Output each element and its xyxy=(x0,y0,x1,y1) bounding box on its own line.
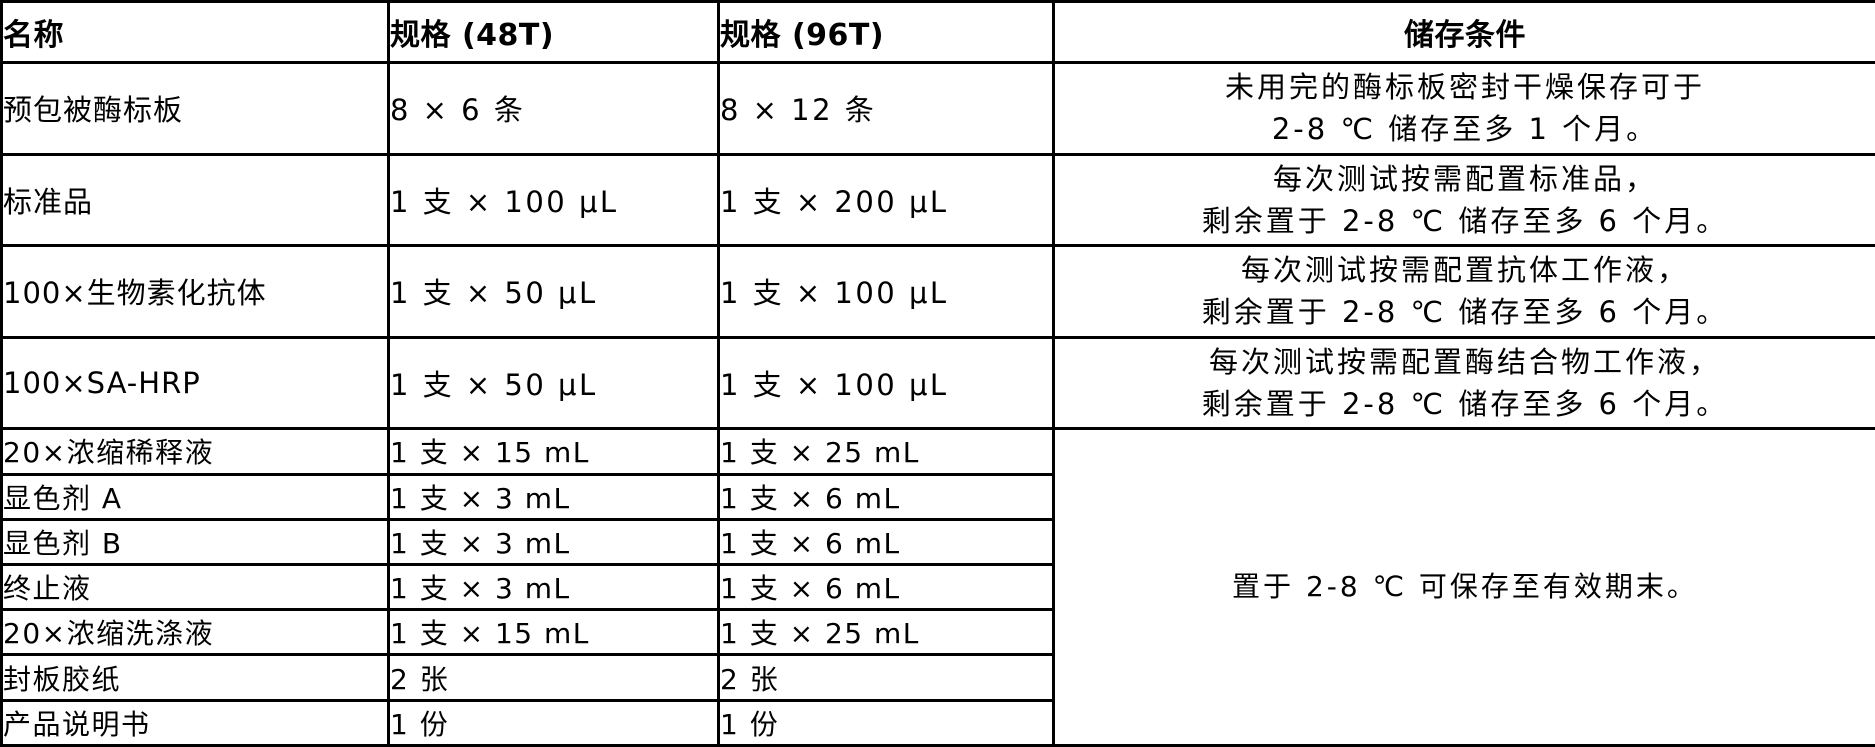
cell-component-name: 标准品 xyxy=(0,152,390,248)
cell-storage-condition-merged: 置于 2-8 ℃ 可保存至有效期末。 xyxy=(1052,427,1875,747)
table-row: 预包被酶标板 8 × 6 条 8 × 12 条 未用完的酶标板密封干燥保存可于 … xyxy=(0,61,1875,156)
cell-component-name: 显色剂 A xyxy=(0,472,390,521)
table-row: 20×浓缩稀释液 1 支 × 15 mL 1 支 × 25 mL 置于 2-8 … xyxy=(0,427,1875,747)
cell-component-name: 封板胶纸 xyxy=(0,653,390,702)
cell-component-name: 100×SA-HRP xyxy=(0,335,390,431)
cell-spec-48t: 2 张 xyxy=(387,653,720,702)
storage-line: 2-8 ℃ 储存至多 1 个月。 xyxy=(1271,112,1659,147)
storage-line: 剩余置于 2-8 ℃ 储存至多 6 个月。 xyxy=(1201,387,1729,422)
cell-spec-96t: 1 份 xyxy=(717,698,1055,747)
column-header-storage-conditions: 储存条件 xyxy=(1052,0,1875,64)
cell-spec-48t: 1 支 × 3 mL xyxy=(387,563,720,612)
cell-spec-96t: 1 支 × 25 mL xyxy=(717,427,1055,476)
cell-spec-48t: 1 支 × 3 mL xyxy=(387,472,720,521)
table-row: 封板胶纸 2 张 2 张 xyxy=(0,653,1875,702)
cell-spec-48t: 1 支 × 3 mL xyxy=(387,517,720,567)
cell-spec-96t: 1 支 × 200 μL xyxy=(717,152,1055,248)
cell-component-name: 20×浓缩稀释液 xyxy=(0,427,390,476)
cell-storage-condition: 未用完的酶标板密封干燥保存可于 2-8 ℃ 储存至多 1 个月。 xyxy=(1052,61,1875,156)
table-row: 终止液 1 支 × 3 mL 1 支 × 6 mL xyxy=(0,563,1875,612)
cell-spec-96t: 1 支 × 6 mL xyxy=(717,563,1055,612)
cell-spec-96t: 1 支 × 100 μL xyxy=(717,244,1055,339)
cell-spec-96t: 1 支 × 6 mL xyxy=(717,517,1055,567)
storage-line: 每次测试按需配置酶结合物工作液， xyxy=(1208,345,1721,380)
cell-spec-96t: 1 支 × 100 μL xyxy=(717,335,1055,431)
storage-line: 每次测试按需配置标准品， xyxy=(1272,161,1657,196)
table-row: 产品说明书 1 份 1 份 xyxy=(0,698,1875,747)
table-row: 100×SA-HRP 1 支 × 50 μL 1 支 × 100 μL 每次测试… xyxy=(0,335,1875,431)
column-header-spec-96t: 规格 (96T) xyxy=(717,0,1055,64)
cell-component-name: 产品说明书 xyxy=(0,698,390,747)
table-row: 20×浓缩洗涤液 1 支 × 15 mL 1 支 × 25 mL xyxy=(0,608,1875,657)
table-header-row: 名称 规格 (48T) 规格 (96T) 储存条件 xyxy=(0,0,1875,64)
table-row: 标准品 1 支 × 100 μL 1 支 × 200 μL 每次测试按需配置标准… xyxy=(0,152,1875,248)
storage-line: 未用完的酶标板密封干燥保存可于 xyxy=(1224,70,1705,105)
cell-storage-condition: 每次测试按需配置标准品， 剩余置于 2-8 ℃ 储存至多 6 个月。 xyxy=(1052,152,1875,248)
cell-component-name: 终止液 xyxy=(0,563,390,612)
table-row: 显色剂 A 1 支 × 3 mL 1 支 × 6 mL xyxy=(0,472,1875,521)
cell-storage-condition: 每次测试按需配置酶结合物工作液， 剩余置于 2-8 ℃ 储存至多 6 个月。 xyxy=(1052,335,1875,431)
cell-component-name: 20×浓缩洗涤液 xyxy=(0,608,390,657)
column-header-name: 名称 xyxy=(0,0,390,64)
cell-storage-condition: 每次测试按需配置抗体工作液， 剩余置于 2-8 ℃ 储存至多 6 个月。 xyxy=(1052,244,1875,339)
cell-spec-48t: 1 支 × 15 mL xyxy=(387,427,720,476)
cell-spec-96t: 1 支 × 25 mL xyxy=(717,608,1055,657)
cell-component-name: 预包被酶标板 xyxy=(0,61,390,156)
cell-spec-48t: 8 × 6 条 xyxy=(387,61,720,156)
cell-spec-96t: 8 × 12 条 xyxy=(717,61,1055,156)
cell-spec-48t: 1 支 × 15 mL xyxy=(387,608,720,657)
cell-component-name: 显色剂 B xyxy=(0,517,390,567)
storage-line: 每次测试按需配置抗体工作液， xyxy=(1240,253,1689,288)
storage-line: 剩余置于 2-8 ℃ 储存至多 6 个月。 xyxy=(1201,295,1729,330)
storage-line: 剩余置于 2-8 ℃ 储存至多 6 个月。 xyxy=(1201,203,1729,238)
table-row: 100×生物素化抗体 1 支 × 50 μL 1 支 × 100 μL 每次测试… xyxy=(0,244,1875,339)
table-row: 显色剂 B 1 支 × 3 mL 1 支 × 6 mL xyxy=(0,517,1875,567)
cell-spec-96t: 1 支 × 6 mL xyxy=(717,472,1055,521)
column-header-spec-48t: 规格 (48T) xyxy=(387,0,720,64)
cell-spec-48t: 1 支 × 100 μL xyxy=(387,152,720,248)
cell-spec-48t: 1 份 xyxy=(387,698,720,747)
cell-spec-48t: 1 支 × 50 μL xyxy=(387,244,720,339)
cell-spec-48t: 1 支 × 50 μL xyxy=(387,335,720,431)
cell-spec-96t: 2 张 xyxy=(717,653,1055,702)
cell-component-name: 100×生物素化抗体 xyxy=(0,244,390,339)
